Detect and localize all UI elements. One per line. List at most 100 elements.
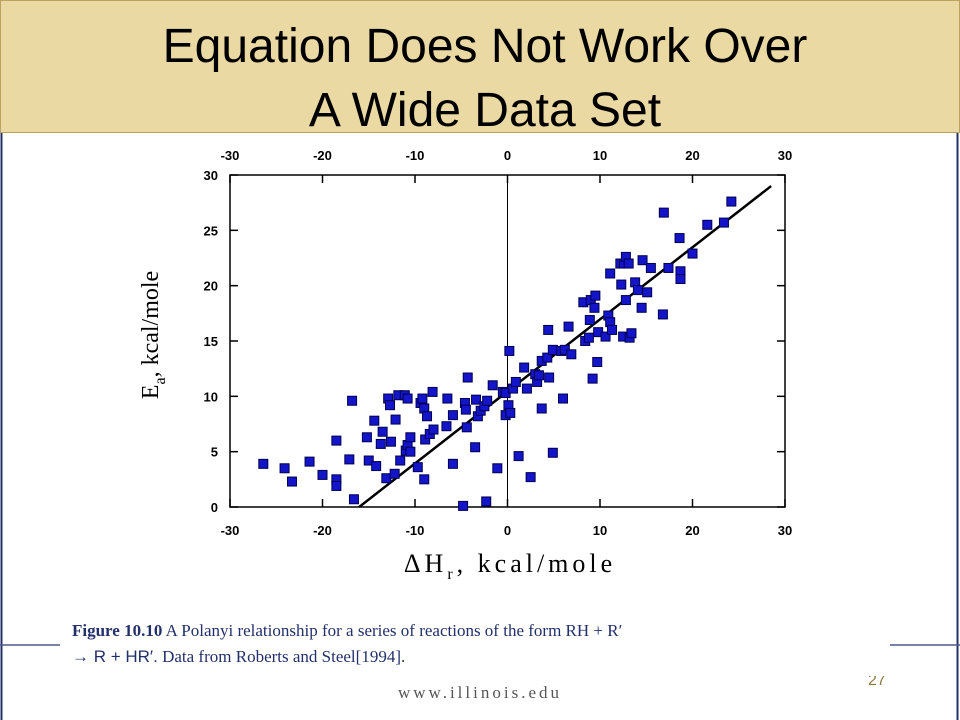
y-label-main: E — [138, 385, 164, 400]
point — [674, 233, 685, 244]
point — [428, 424, 439, 435]
point — [412, 462, 423, 473]
x-tick-label-top: -10 — [406, 148, 425, 163]
point — [447, 458, 458, 469]
point — [687, 248, 698, 259]
point — [347, 395, 358, 406]
point — [718, 217, 729, 228]
point — [460, 404, 471, 415]
point — [637, 255, 648, 266]
point — [592, 357, 603, 368]
point — [587, 373, 598, 384]
point — [442, 393, 453, 404]
point — [422, 411, 433, 422]
point — [385, 436, 396, 447]
point — [547, 344, 558, 355]
point — [533, 370, 544, 381]
y-tick-label: 25 — [204, 223, 218, 238]
caption-line: Figure 10.10 A Polanyi relationship for … — [72, 621, 622, 640]
point — [417, 393, 428, 404]
point — [547, 447, 558, 458]
point — [505, 407, 516, 418]
point — [492, 463, 503, 474]
point — [348, 494, 359, 505]
y-tick-label: 10 — [204, 389, 218, 404]
header-band — [0, 0, 960, 133]
point — [558, 393, 568, 404]
point — [419, 474, 430, 485]
point — [482, 395, 493, 406]
point — [590, 290, 601, 301]
caption-box — [60, 612, 890, 676]
caption-text: Data from Roberts and Steel[1994]. — [158, 647, 405, 666]
y-label-sub: a — [152, 377, 169, 384]
x-label-rest: , kcal/mole — [457, 549, 617, 578]
x-label-main: ΔH — [404, 549, 448, 578]
y-axis-label: Ea, kcal/mole — [138, 271, 169, 399]
x-tick-label: 30 — [778, 523, 792, 538]
x-tick-label: -30 — [221, 523, 240, 538]
point — [286, 476, 297, 487]
point — [405, 432, 416, 443]
point — [663, 262, 674, 273]
point — [317, 469, 328, 480]
point — [657, 309, 668, 320]
y-tick-label: 0 — [211, 500, 218, 515]
x-tick-label-top: -20 — [313, 148, 332, 163]
point — [658, 207, 669, 218]
x-tick-label: 20 — [685, 523, 699, 538]
title-line: Equation Does Not Work Over — [163, 20, 808, 73]
y-tick-label: 30 — [204, 168, 218, 183]
point — [620, 295, 631, 306]
point — [542, 352, 553, 363]
point — [331, 480, 342, 491]
point — [589, 302, 600, 313]
x-tick-label: 0 — [504, 523, 511, 538]
point — [258, 458, 269, 469]
point — [504, 345, 515, 356]
point — [389, 468, 400, 479]
point — [471, 394, 482, 405]
point — [623, 258, 634, 269]
point — [605, 268, 616, 279]
point — [702, 219, 713, 230]
title-line: A Wide Data Set — [309, 84, 661, 137]
point — [636, 302, 647, 313]
point — [642, 287, 653, 298]
point — [583, 332, 594, 343]
point — [525, 472, 536, 483]
x-axis-label: ΔHr, kcal/mole — [404, 549, 616, 583]
point — [402, 393, 413, 404]
x-tick-label-top: 10 — [593, 148, 607, 163]
y-tick-label: 5 — [211, 445, 218, 460]
point — [390, 414, 401, 425]
page-number: 27 — [868, 672, 886, 689]
y-tick-label: 15 — [204, 334, 218, 349]
x-tick-label: 10 — [593, 523, 607, 538]
point — [543, 324, 554, 335]
point — [513, 451, 524, 462]
point — [600, 331, 611, 342]
point — [441, 421, 452, 432]
x-tick-label-top: -30 — [221, 148, 240, 163]
point — [279, 463, 290, 474]
point — [462, 372, 473, 383]
point — [375, 438, 386, 449]
point — [607, 324, 618, 335]
point — [369, 415, 380, 426]
x-label-sub: r — [447, 566, 456, 583]
point — [447, 410, 458, 421]
point — [616, 279, 627, 290]
point — [544, 372, 555, 383]
caption-symbol: → R + HR′. — [72, 647, 158, 666]
caption-label: Figure 10.10 — [72, 621, 162, 640]
point — [645, 262, 656, 273]
y-label-rest: , kcal/mole — [138, 271, 164, 378]
x-tick-label: -20 — [313, 523, 332, 538]
caption-line: → R + HR′. Data from Roberts and Steel[1… — [72, 647, 405, 666]
point — [632, 285, 643, 296]
x-tick-label-top: 20 — [685, 148, 699, 163]
point — [584, 314, 595, 325]
